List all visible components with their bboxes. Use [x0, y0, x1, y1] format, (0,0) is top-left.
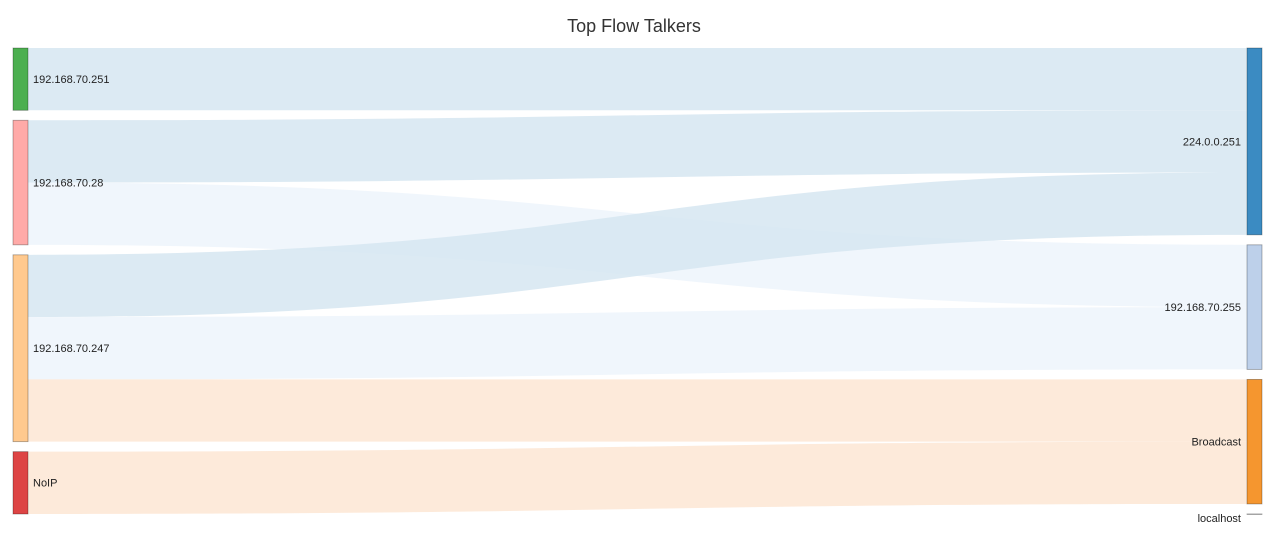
node-label-broadcast: Broadcast: [1191, 437, 1241, 449]
link-192-168-70-247-to-192-168-70-255[interactable]: [28, 307, 1247, 380]
node-label-192-168-70-255: 192.168.70.255: [1165, 302, 1241, 314]
node-224-0-0-251[interactable]: [1246, 47, 1263, 236]
chart-title: Top Flow Talkers: [567, 16, 701, 36]
link-192-168-70-251-to-224-0-0-251[interactable]: [28, 48, 1247, 111]
node-label-192-168-70-28: 192.168.70.28: [33, 177, 103, 189]
node-noip[interactable]: [12, 451, 29, 515]
node-label-192-168-70-251: 192.168.70.251: [33, 74, 109, 86]
link-noip-to-broadcast[interactable]: [28, 441, 1247, 514]
node-192-168-70-255[interactable]: [1246, 244, 1263, 370]
link-192-168-70-28-to-224-0-0-251[interactable]: [28, 110, 1247, 183]
node-localhost[interactable]: [1246, 513, 1263, 515]
node-broadcast[interactable]: [1246, 378, 1263, 505]
node-label-localhost: localhost: [1198, 513, 1241, 525]
link-192-168-70-247-to-224-0-0-251[interactable]: [28, 172, 1247, 318]
node-192-168-70-247[interactable]: [12, 254, 29, 443]
node-192-168-70-28[interactable]: [12, 119, 29, 246]
links-layer: [28, 48, 1247, 514]
link-192-168-70-247-to-broadcast[interactable]: [28, 379, 1247, 442]
labels-layer: 192.168.70.251 192.168.70.28 192.168.70.24…: [33, 74, 1241, 525]
node-label-192-168-70-247: 192.168.70.247: [33, 343, 109, 355]
nodes-layer: [12, 47, 1263, 515]
node-label-224-0-0-251: 224.0.0.251: [1183, 136, 1241, 148]
node-192-168-70-251[interactable]: [12, 47, 29, 111]
node-label-noip: NoIP: [33, 478, 57, 490]
